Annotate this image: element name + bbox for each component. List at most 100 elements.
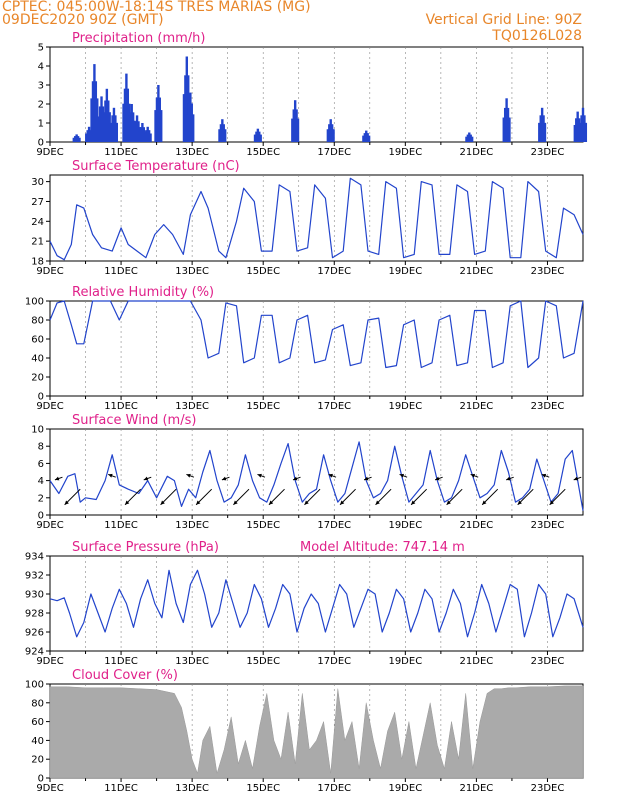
precip-title: Precipitation (mm/h) xyxy=(72,31,205,46)
precip-bar xyxy=(108,112,111,142)
wind-xtick-label: 13DEC xyxy=(175,520,209,531)
humidity-xtick-label: 17DEC xyxy=(317,401,351,412)
cloud-xtick-label: 11DEC xyxy=(104,783,138,794)
precip-bar xyxy=(291,118,294,142)
precip-bar xyxy=(366,133,369,142)
humidity-ytick-label: 0 xyxy=(38,392,44,403)
pressure-title: Surface Pressure (hPa) xyxy=(72,540,219,555)
temperature-ytick-label: 24 xyxy=(31,217,44,228)
precip-frame xyxy=(49,46,584,143)
wind-arrow-head xyxy=(482,500,487,505)
precip-bar xyxy=(125,73,128,142)
precip-bar xyxy=(503,107,507,142)
precip-bar xyxy=(508,117,511,142)
humidity-ytick-label: 40 xyxy=(31,354,44,365)
precip-bar xyxy=(122,103,125,142)
wind-xtick-label: 9DEC xyxy=(36,520,63,531)
precip-bar xyxy=(139,127,143,142)
precip-bar xyxy=(218,129,221,142)
wind-xtick-label: 15DEC xyxy=(246,520,280,531)
wind-arrow-head xyxy=(549,500,554,505)
precip-bar xyxy=(126,88,130,142)
precip-bar xyxy=(219,124,223,142)
precip-bar xyxy=(506,107,510,142)
wind-xtick-label: 17DEC xyxy=(317,520,351,531)
precip-bar xyxy=(223,129,227,142)
precip-bar xyxy=(138,131,141,142)
humidity-title: Relative Humidity (%) xyxy=(72,285,214,300)
precip-bar xyxy=(465,136,468,142)
precip-bar xyxy=(293,100,297,142)
precip-bar xyxy=(469,134,472,142)
precip-bar xyxy=(96,98,99,142)
precip-bar xyxy=(107,100,110,142)
precip-bar xyxy=(576,111,579,142)
precip-bar xyxy=(129,112,132,142)
wind-arrow-head xyxy=(364,476,369,481)
wind-ytick-label: 2 xyxy=(38,493,44,504)
precip-bar xyxy=(363,133,367,142)
header-code: TQ0126L028 xyxy=(492,28,582,44)
precip-bar xyxy=(87,126,91,142)
precip-bar xyxy=(127,120,131,142)
precip-bar xyxy=(104,100,107,142)
precip-xtick-label: 19DEC xyxy=(388,147,422,158)
precip-xtick-label: 11DEC xyxy=(104,147,138,158)
wind-arrow-head xyxy=(125,500,130,505)
pressure-xtick-label: 9DEC xyxy=(36,656,63,667)
precip-bar xyxy=(112,107,116,142)
temperature-series-line xyxy=(49,177,584,261)
wind-arrow-head xyxy=(257,473,262,478)
wind-arrow-head xyxy=(292,476,298,481)
wind-ytick-label: 0 xyxy=(38,511,44,522)
precip-bar xyxy=(468,132,471,142)
cloud-ytick-label: 80 xyxy=(31,698,44,709)
precip-bar xyxy=(98,106,102,142)
precip-bar xyxy=(75,134,78,142)
cloud-xtick-label: 13DEC xyxy=(175,783,209,794)
precip-xtick-label: 17DEC xyxy=(317,147,351,158)
cloud-ytick-label: 40 xyxy=(31,736,44,747)
wind-arrow-head xyxy=(160,500,165,505)
wind-arrow-head xyxy=(573,476,579,481)
humidity-xtick-label: 21DEC xyxy=(460,401,494,412)
precip-bar xyxy=(187,103,191,142)
precip-bar xyxy=(91,81,95,142)
wind-ytick-label: 6 xyxy=(38,459,44,470)
humidity-series-line xyxy=(49,300,584,369)
precip-bar xyxy=(292,109,295,142)
precip-bar xyxy=(115,122,119,142)
temperature-title: Surface Temperature (nC) xyxy=(72,159,240,174)
precip-bar xyxy=(76,136,80,142)
wind-title: Surface Wind (m/s) xyxy=(72,413,196,428)
cloud-area xyxy=(49,685,584,779)
precip-bar xyxy=(135,115,139,142)
precip-bar xyxy=(149,133,152,142)
pressure-xtick-label: 21DEC xyxy=(460,656,494,667)
precip-bar xyxy=(256,128,260,142)
wind-arrow-head xyxy=(108,473,113,478)
pressure-series-line xyxy=(49,569,584,638)
pressure-ytick-label: 932 xyxy=(25,571,44,582)
precip-bar xyxy=(367,135,371,142)
precip-bar xyxy=(182,94,186,142)
precip-xtick-label: 9DEC xyxy=(36,147,63,158)
wind-arrow-head xyxy=(233,500,238,505)
precip-bar xyxy=(74,136,77,142)
precip-bar xyxy=(155,97,159,142)
wind-arrow-head xyxy=(143,476,149,481)
precip-bar xyxy=(90,98,93,142)
precip-bar xyxy=(258,131,261,142)
temperature-ytick-label: 30 xyxy=(31,177,44,188)
wind-arrow-head xyxy=(328,473,333,478)
precip-bar xyxy=(147,130,151,142)
wind-arrow-head xyxy=(221,476,227,481)
cloud-xtick-label: 17DEC xyxy=(317,783,351,794)
temperature-xtick-label: 21DEC xyxy=(460,266,494,277)
wind-arrow-head xyxy=(506,476,511,481)
precip-bar xyxy=(102,112,106,142)
precip-bar xyxy=(123,88,127,142)
wind-frame xyxy=(49,428,584,516)
precip-bar xyxy=(86,130,89,142)
temperature-xtick-label: 9DEC xyxy=(36,266,63,277)
